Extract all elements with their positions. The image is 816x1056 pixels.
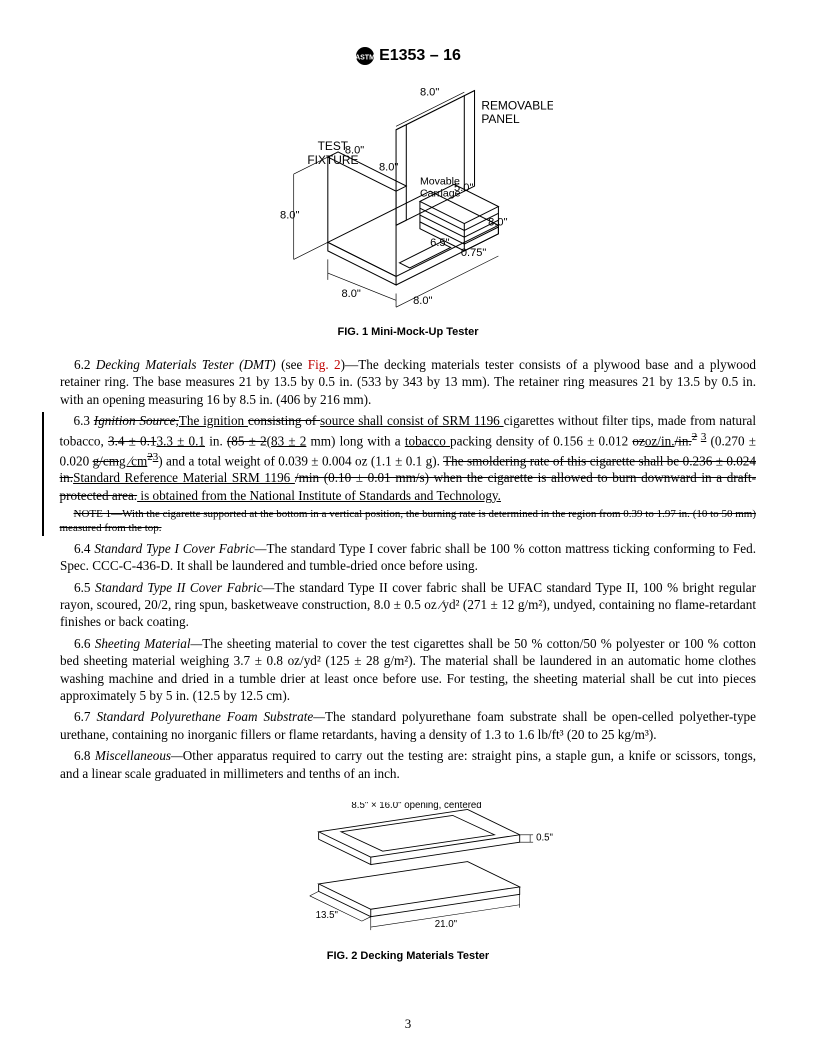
fig1-dim: 8.0" xyxy=(488,216,507,228)
fig1-dim: 8.0" xyxy=(420,87,439,99)
para-6-8: 6.8 Miscellaneous—Other apparatus requir… xyxy=(60,747,756,782)
para-6-4: 6.4 Standard Type I Cover Fabric—The sta… xyxy=(60,540,756,575)
fig1-dim: 8.0" xyxy=(341,288,360,300)
para-6-3: 6.3 Ignition Source,The ignition consist… xyxy=(60,412,757,504)
fig1-dim: 8.0" xyxy=(280,209,299,221)
revision-bar-6-3: 6.3 Ignition Source,The ignition consist… xyxy=(42,412,756,535)
astm-logo-icon: ASTM xyxy=(355,46,375,66)
fig1-diagram: TEST FIXTURE REMOVABLE PANEL Movable Car… xyxy=(263,78,553,318)
fig2-dim: 0.5" xyxy=(536,833,553,844)
fig2-dim: 21.0" xyxy=(435,919,458,930)
figure-1: TEST FIXTURE REMOVABLE PANEL Movable Car… xyxy=(60,78,756,338)
fig1-caption: FIG. 1 Mini-Mock-Up Tester xyxy=(60,326,756,338)
svg-text:PANEL: PANEL xyxy=(481,112,520,126)
fig2-label-opening: 8.5" × 16.0" opening, centered xyxy=(351,802,481,811)
note-1: NOTE 1—With the cigarette supported at t… xyxy=(60,508,757,536)
fig1-dim: 8.0" xyxy=(413,295,432,307)
fig1-dim: 5.0" xyxy=(454,182,473,194)
fig1-dim: 8.0" xyxy=(345,145,364,157)
para-6-7: 6.7 Standard Polyurethane Foam Substrate… xyxy=(60,708,756,743)
figure-2: 8.5" × 16.0" opening, centered 0.5" 13.5… xyxy=(60,802,756,962)
para-6-2: 6.2 Decking Materials Tester (DMT) (see … xyxy=(60,356,756,408)
para-6-5: 6.5 Standard Type II Cover Fabric—The st… xyxy=(60,579,756,631)
fig1-dim: 0.75" xyxy=(461,247,487,259)
fig1-dim: 8.0" xyxy=(379,162,398,174)
fig2-diagram: 8.5" × 16.0" opening, centered 0.5" 13.5… xyxy=(258,802,558,942)
page-header: ASTM E1353 – 16 xyxy=(60,46,756,66)
svg-text:ASTM: ASTM xyxy=(355,55,375,62)
body-text: 6.2 Decking Materials Tester (DMT) (see … xyxy=(60,356,756,782)
page-number: 3 xyxy=(0,1016,816,1032)
figref-2: Fig. 2 xyxy=(308,357,341,372)
para-6-6: 6.6 Sheeting Material—The sheeting mater… xyxy=(60,635,756,705)
designation: E1353 – 16 xyxy=(379,47,461,64)
fig1-dim: 6.5" xyxy=(430,237,449,249)
fig1-label-removable-panel: REMOVABLE xyxy=(481,98,553,112)
fig2-dim: 13.5" xyxy=(316,910,339,921)
fig2-caption: FIG. 2 Decking Materials Tester xyxy=(60,950,756,962)
